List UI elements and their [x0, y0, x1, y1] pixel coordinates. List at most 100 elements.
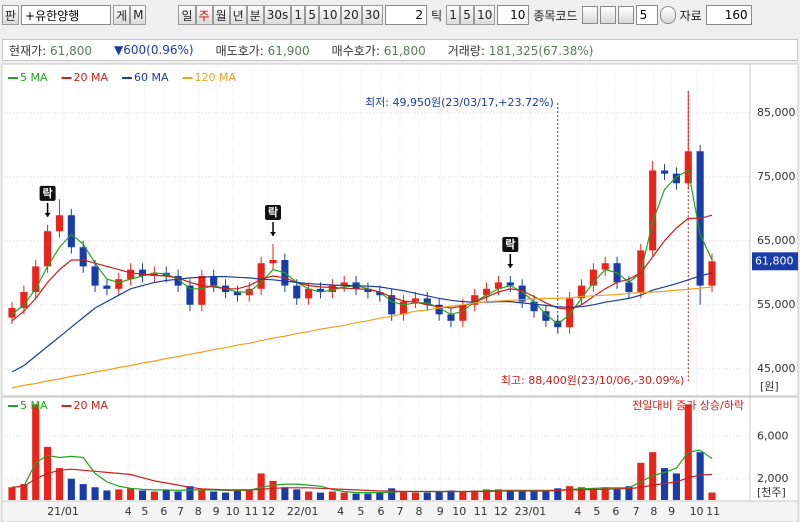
tick-buttons: 1 5 10: [446, 5, 496, 25]
period-button[interactable]: 일: [178, 5, 196, 25]
data-count-select[interactable]: 160: [705, 5, 752, 25]
tick-button[interactable]: 1: [446, 5, 461, 25]
marker-box: [39, 185, 56, 201]
volume-note: 전일대비 증가 상승/하락: [632, 398, 744, 412]
volume-tick-label: 2,000: [757, 472, 789, 485]
ask-value: 61,900: [267, 43, 310, 58]
search-button[interactable]: 판: [2, 5, 20, 25]
tick-button[interactable]: 5: [460, 5, 475, 25]
candle-body: [530, 301, 538, 312]
candle-body: [305, 288, 313, 299]
volume-bar: [186, 486, 194, 500]
volume-bar: [696, 452, 704, 500]
marker-arrowhead: [44, 212, 51, 217]
view-button[interactable]: M: [130, 5, 147, 25]
period-button[interactable]: 30s: [263, 5, 292, 25]
volume-bar: [566, 486, 574, 500]
refresh-icon[interactable]: [581, 6, 598, 24]
period-button[interactable]: 20: [340, 5, 362, 25]
x-tick-label: 6: [612, 505, 619, 518]
prev-icon[interactable]: [599, 6, 616, 24]
legend-label: 60 MA: [134, 71, 169, 84]
volume-bar: [506, 491, 514, 500]
y-tick-label: 65,000: [757, 234, 796, 247]
candle-body: [79, 247, 87, 267]
volume-bar: [328, 491, 336, 500]
period-button[interactable]: 월: [212, 5, 230, 25]
volume-bar: [589, 488, 597, 500]
volume-bar: [210, 491, 218, 500]
candle-body: [625, 282, 633, 292]
candle-body: [708, 261, 716, 286]
x-tick-label: 8: [195, 505, 202, 518]
next-icon[interactable]: [617, 6, 634, 24]
tick-button[interactable]: 10: [474, 5, 496, 25]
candle-body: [660, 170, 669, 174]
volume-bar: [411, 492, 419, 500]
candle-body: [91, 266, 99, 286]
volume-bar: [269, 480, 277, 500]
x-axis-band: [1, 500, 799, 522]
moving-average: [11, 286, 713, 389]
candle-body: [411, 298, 419, 302]
marker-arrowhead: [507, 264, 514, 269]
volume-value: 181,325(67.38%): [488, 43, 594, 58]
volume-bar: [577, 487, 586, 500]
y-tick-label: 55,000: [757, 298, 796, 311]
candle-body: [67, 215, 75, 248]
code-label: 종목코드: [533, 8, 578, 23]
volume-bar: [672, 473, 680, 500]
tick-count-input[interactable]: 10: [497, 5, 530, 25]
x-tick-label: 10: [452, 505, 466, 518]
volume-info: 거래량: 181,325(67.38%): [448, 42, 594, 59]
period-button[interactable]: 년: [229, 5, 247, 25]
y-tick-label: 75,000: [757, 170, 796, 183]
volume-bar: [293, 489, 301, 500]
candle-body: [577, 285, 586, 299]
candle-body: [32, 266, 40, 292]
volume-bar: [447, 490, 455, 500]
tick-input[interactable]: 2: [385, 5, 428, 25]
x-tick-label: 9: [668, 505, 675, 518]
volume-bar: [399, 491, 408, 500]
ask-info: 매도호가: 61,900: [216, 42, 310, 59]
x-tick-label: 6: [377, 505, 384, 518]
count-input[interactable]: 5: [635, 5, 658, 25]
view-button[interactable]: 게: [113, 5, 131, 25]
candle-body: [471, 295, 479, 305]
candle-body: [483, 288, 491, 296]
volume-bar: [518, 490, 526, 500]
volume-bar: [376, 492, 384, 500]
period-button[interactable]: 1: [291, 5, 306, 25]
volume-bar: [613, 489, 621, 500]
period-button[interactable]: 30: [361, 5, 384, 25]
candle-body: [269, 260, 277, 264]
volume-bar: [459, 491, 467, 500]
x-tick-label: 22/01: [287, 505, 319, 518]
x-tick-label: 11: [706, 505, 720, 518]
x-tick-label: 8: [650, 505, 657, 518]
legend-label: 5 MA: [20, 71, 48, 84]
period-button[interactable]: 분: [246, 5, 264, 25]
x-tick-label: 9: [437, 505, 444, 518]
candle-body: [388, 295, 396, 315]
volume-bar: [79, 484, 87, 500]
period-button[interactable]: 주: [195, 5, 213, 25]
volume-bar: [530, 491, 538, 500]
annotation: 최저: 49,950원(23/03/17,+23.72%): [365, 96, 554, 109]
legend-label: 20 MA: [74, 71, 109, 84]
settings-icon[interactable]: [659, 6, 676, 24]
period-button[interactable]: 10: [319, 5, 341, 25]
x-tick-label: 23/01: [515, 505, 547, 518]
candle-body: [542, 311, 550, 321]
volume-bar: [103, 490, 111, 500]
stock-name-input[interactable]: +유한양행: [21, 5, 112, 25]
bid-label: 매수호가:: [331, 43, 380, 58]
marker-label: 락: [268, 206, 278, 219]
period-button[interactable]: 5: [305, 5, 320, 25]
volume-bar: [233, 490, 241, 500]
y-tick-label: 85,000: [757, 106, 796, 119]
